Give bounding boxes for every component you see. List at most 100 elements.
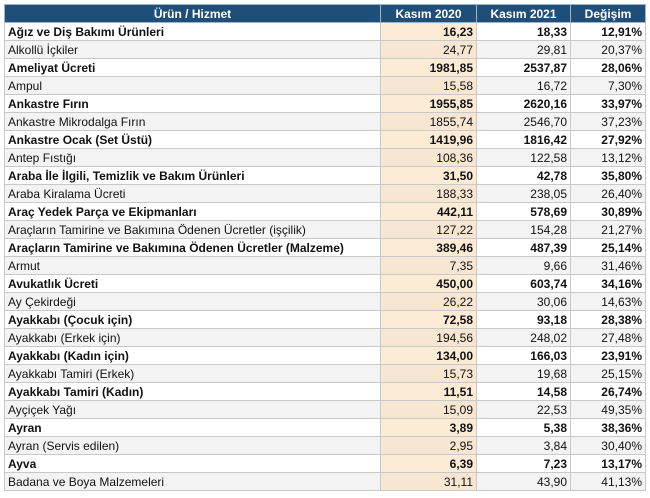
cell-kasim-2020: 15,58: [380, 76, 477, 95]
table-row[interactable]: Ayçiçek Yağı 15,09 22,53 49,35%: [4, 400, 646, 419]
cell-product-name: Ağız ve Diş Bakımı Ürünleri: [4, 22, 381, 41]
cell-product-name: Ayakkabı Tamiri (Erkek): [4, 364, 381, 383]
table-row[interactable]: Avukatlık Ücreti 450,00 603,74 34,16%: [4, 274, 646, 293]
cell-product-name: Araba Kiralama Ücreti: [4, 184, 381, 203]
table-row[interactable]: Ağız ve Diş Bakımı Ürünleri 16,23 18,33 12,…: [4, 22, 646, 41]
cell-change: 7,30%: [570, 76, 646, 95]
table-row[interactable]: Ayakkabı Tamiri (Kadın) 11,51 14,58 26,74%: [4, 382, 646, 401]
cell-product-name: Ayçiçek Yağı: [4, 400, 381, 419]
cell-product-name: Badana ve Boya Malzemeleri: [4, 472, 381, 491]
cell-change: 30,89%: [570, 202, 646, 221]
cell-product-name: Ayran (Servis edilen): [4, 436, 381, 455]
cell-change: 37,23%: [570, 112, 646, 131]
cell-change: 21,27%: [570, 220, 646, 239]
cell-kasim-2021: 18,33: [476, 22, 571, 41]
cell-change: 25,14%: [570, 238, 646, 257]
table-row[interactable]: Alkollü İçkiler 24,77 29,81 20,37%: [4, 40, 646, 59]
cell-change: 27,48%: [570, 328, 646, 347]
table-row[interactable]: Ampul 15,58 16,72 7,30%: [4, 76, 646, 95]
cell-kasim-2020: 24,77: [380, 40, 477, 59]
table-row[interactable]: Ayva 6,39 7,23 13,17%: [4, 454, 646, 473]
cell-change: 25,15%: [570, 364, 646, 383]
cell-kasim-2021: 487,39: [476, 238, 571, 257]
table-row[interactable]: Ayakkabı Tamiri (Erkek) 15,73 19,68 25,15%: [4, 364, 646, 383]
cell-kasim-2021: 2620,16: [476, 94, 571, 113]
table-row[interactable]: Ayran (Servis edilen) 2,95 3,84 30,40%: [4, 436, 646, 455]
cell-product-name: Alkollü İçkiler: [4, 40, 381, 59]
table-row[interactable]: Ayakkabı (Çocuk için) 72,58 93,18 28,38%: [4, 310, 646, 329]
cell-kasim-2021: 154,28: [476, 220, 571, 239]
cell-change: 14,63%: [570, 292, 646, 311]
table-header-row: Ürün / Hizmet Kasım 2020 Kasım 2021 Deği…: [4, 4, 646, 23]
cell-kasim-2021: 3,84: [476, 436, 571, 455]
table-row[interactable]: Ayran 3,89 5,38 38,36%: [4, 418, 646, 437]
cell-kasim-2020: 7,35: [380, 256, 477, 275]
cell-kasim-2021: 14,58: [476, 382, 571, 401]
header-product[interactable]: Ürün / Hizmet: [4, 4, 381, 23]
cell-product-name: Ameliyat Ücreti: [4, 58, 381, 77]
table-row[interactable]: Araçların Tamirine ve Bakımına Ödenen Üc…: [4, 238, 646, 257]
cell-kasim-2020: 108,36: [380, 148, 477, 167]
cell-product-name: Avukatlık Ücreti: [4, 274, 381, 293]
cell-kasim-2021: 603,74: [476, 274, 571, 293]
cell-change: 13,17%: [570, 454, 646, 473]
cell-kasim-2020: 194,56: [380, 328, 477, 347]
cell-change: 30,40%: [570, 436, 646, 455]
table-row[interactable]: Ayakkabı (Erkek için) 194,56 248,02 27,48%: [4, 328, 646, 347]
cell-change: 31,46%: [570, 256, 646, 275]
cell-product-name: Ankastre Mikrodalga Fırın: [4, 112, 381, 131]
cell-kasim-2021: 22,53: [476, 400, 571, 419]
table-row[interactable]: Armut 7,35 9,66 31,46%: [4, 256, 646, 275]
cell-kasim-2020: 31,11: [380, 472, 477, 491]
cell-kasim-2020: 26,22: [380, 292, 477, 311]
cell-product-name: Araba İle İlgili, Temizlik ve Bakım Ürün…: [4, 166, 381, 185]
table-row[interactable]: Araba İle İlgili, Temizlik ve Bakım Ürün…: [4, 166, 646, 185]
cell-change: 27,92%: [570, 130, 646, 149]
cell-change: 26,40%: [570, 184, 646, 203]
header-kasim-2021[interactable]: Kasım 2021: [476, 4, 571, 23]
header-kasim-2020[interactable]: Kasım 2020: [380, 4, 477, 23]
cell-kasim-2021: 93,18: [476, 310, 571, 329]
cell-product-name: Ayakkabı (Çocuk için): [4, 310, 381, 329]
cell-product-name: Ayran: [4, 418, 381, 437]
table-row[interactable]: Ankastre Fırın 1955,85 2620,16 33,97%: [4, 94, 646, 113]
cell-product-name: Ayva: [4, 454, 381, 473]
price-table-container: Ürün / Hizmet Kasım 2020 Kasım 2021 Deği…: [4, 4, 646, 491]
cell-kasim-2020: 442,11: [380, 202, 477, 221]
cell-product-name: Ayakkabı Tamiri (Kadın): [4, 382, 381, 401]
cell-change: 28,38%: [570, 310, 646, 329]
price-table: Ürün / Hizmet Kasım 2020 Kasım 2021 Deği…: [4, 4, 646, 491]
cell-change: 12,91%: [570, 22, 646, 41]
table-row[interactable]: Araç Yedek Parça ve Ekipmanları 442,11 578…: [4, 202, 646, 221]
cell-change: 35,80%: [570, 166, 646, 185]
table-row[interactable]: Ankastre Mikrodalga Fırın 1855,74 2546,70 3…: [4, 112, 646, 131]
cell-kasim-2020: 1855,74: [380, 112, 477, 131]
table-body: Ağız ve Diş Bakımı Ürünleri 16,23 18,33 12,…: [4, 22, 646, 491]
cell-kasim-2020: 31,50: [380, 166, 477, 185]
table-row[interactable]: Ankastre Ocak (Set Üstü) 1419,96 1816,42 27…: [4, 130, 646, 149]
cell-kasim-2021: 16,72: [476, 76, 571, 95]
cell-kasim-2020: 11,51: [380, 382, 477, 401]
cell-product-name: Ay Çekirdeği: [4, 292, 381, 311]
cell-change: 26,74%: [570, 382, 646, 401]
cell-change: 49,35%: [570, 400, 646, 419]
table-row[interactable]: Ayakkabı (Kadın için) 134,00 166,03 23,91%: [4, 346, 646, 365]
table-row[interactable]: Araçların Tamirine ve Bakımına Ödenen Üc…: [4, 220, 646, 239]
cell-kasim-2020: 3,89: [380, 418, 477, 437]
table-row[interactable]: Badana ve Boya Malzemeleri 31,11 43,90 41,1…: [4, 472, 646, 491]
cell-kasim-2021: 30,06: [476, 292, 571, 311]
cell-kasim-2021: 43,90: [476, 472, 571, 491]
table-row[interactable]: Araba Kiralama Ücreti 188,33 238,05 26,40%: [4, 184, 646, 203]
header-change[interactable]: Değişim: [570, 4, 646, 23]
table-row[interactable]: Ay Çekirdeği 26,22 30,06 14,63%: [4, 292, 646, 311]
cell-kasim-2020: 127,22: [380, 220, 477, 239]
cell-kasim-2020: 15,73: [380, 364, 477, 383]
table-row[interactable]: Antep Fıstığı 108,36 122,58 13,12%: [4, 148, 646, 167]
cell-kasim-2021: 2537,87: [476, 58, 571, 77]
cell-product-name: Ankastre Ocak (Set Üstü): [4, 130, 381, 149]
cell-change: 38,36%: [570, 418, 646, 437]
cell-kasim-2020: 72,58: [380, 310, 477, 329]
cell-kasim-2020: 1955,85: [380, 94, 477, 113]
table-row[interactable]: Ameliyat Ücreti 1981,85 2537,87 28,06%: [4, 58, 646, 77]
cell-product-name: Ankastre Fırın: [4, 94, 381, 113]
